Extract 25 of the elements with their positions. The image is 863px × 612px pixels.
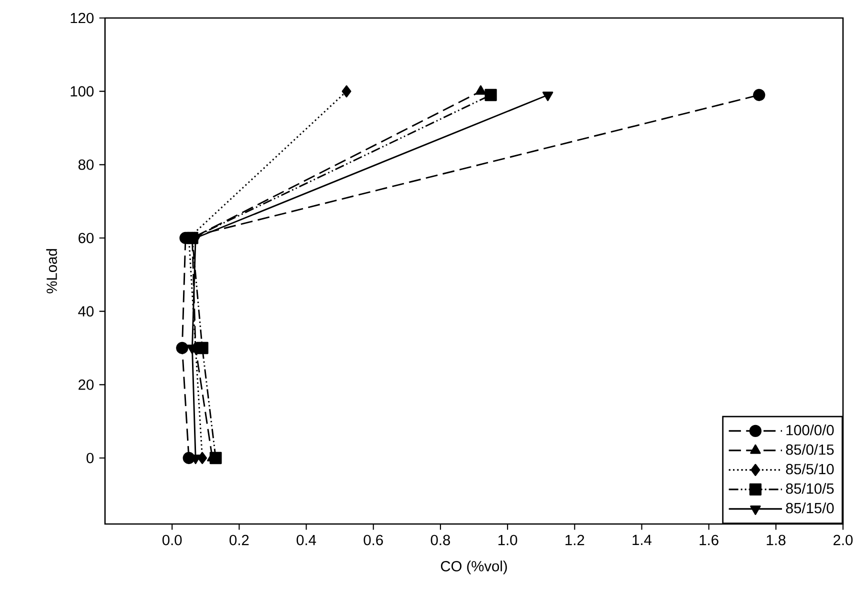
x-tick-label: 1.6 xyxy=(700,534,718,546)
legend-label: 85/15/0 xyxy=(786,502,834,514)
x-tick-label: 1.4 xyxy=(632,534,652,545)
y-tick-label: 120 xyxy=(70,12,94,24)
x-tick-label: 0.8 xyxy=(430,534,450,546)
x-tick-label: 2.0 xyxy=(834,534,853,546)
legend-label: 85/5/10 xyxy=(786,464,834,474)
x-tick-label: 1.8 xyxy=(766,534,786,546)
legend-label: 85/0/15 xyxy=(786,444,834,455)
x-tick-label: 1.0 xyxy=(498,534,518,546)
x-tick-label: 0.4 xyxy=(296,534,316,546)
y-tick-label: 0 xyxy=(86,452,94,464)
y-tick-label: 80 xyxy=(78,159,94,170)
x-axis-title: CO (%vol) xyxy=(440,560,507,574)
x-tick-label: 1.2 xyxy=(566,534,584,546)
x-tick-label: 0.6 xyxy=(364,534,383,546)
y-axis-title: %Load xyxy=(46,249,57,294)
y-tick-label: 100 xyxy=(70,86,94,97)
y-tick-label: 40 xyxy=(78,306,94,317)
y-tick-label: 60 xyxy=(78,232,94,244)
x-tick-label: 0.2 xyxy=(230,534,249,546)
legend-label: 100/0/0 xyxy=(786,424,834,436)
legend-label: 85/10/5 xyxy=(786,483,834,494)
x-tick-label: 0.0 xyxy=(162,534,182,546)
y-tick-label: 20 xyxy=(78,379,94,390)
